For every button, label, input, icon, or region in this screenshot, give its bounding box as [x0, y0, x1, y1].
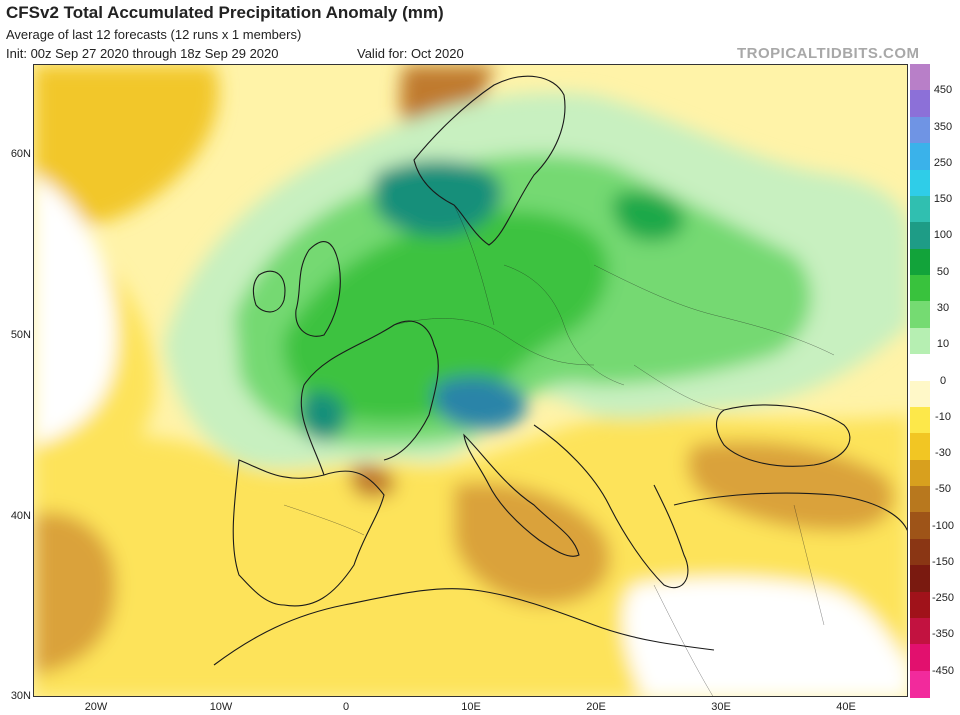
- legend-swatch: [910, 459, 930, 487]
- map-subtitle: Average of last 12 forecasts (12 runs x …: [6, 27, 302, 42]
- coast-britain: [295, 241, 341, 337]
- admin-borders: [283, 204, 835, 696]
- legend-label: 0: [939, 374, 947, 387]
- legend-label: 450: [933, 84, 953, 97]
- neutral-zone-atlantic: [34, 175, 117, 445]
- legend-swatch: [910, 512, 930, 540]
- legend-label: 50: [936, 265, 950, 278]
- border-line-1: [393, 318, 595, 366]
- legend-swatch: [910, 90, 930, 118]
- border-line-2: [503, 264, 625, 386]
- legend-swatch: [910, 64, 930, 91]
- wet-anomaly-zone-strong: [283, 211, 609, 422]
- lon-label-10e: 10E: [461, 701, 481, 713]
- legend-label: -10: [935, 410, 951, 423]
- legend-label: 100: [933, 229, 953, 242]
- map-title: CFSv2 Total Accumulated Precipitation An…: [6, 3, 444, 22]
- legend-label: -100: [931, 519, 955, 532]
- lat-label-40n: 40N: [10, 510, 31, 522]
- legend-label: 350: [933, 120, 953, 133]
- legend-label: -250: [931, 592, 955, 605]
- border-line-8: [793, 504, 825, 626]
- dry-core-turkey: [687, 441, 894, 531]
- legend-swatch: [910, 538, 930, 566]
- lon-label-10w: 10W: [209, 701, 233, 713]
- legend-swatch: [910, 433, 930, 461]
- legend-swatch: [910, 222, 930, 250]
- coast-italy: [463, 433, 580, 557]
- lon-label-0: 0: [342, 701, 350, 713]
- brand-watermark: TROPICALTIDBITS.COM: [737, 45, 920, 62]
- legend-swatch: [910, 248, 930, 276]
- dry-anomaly-zone-west: [34, 65, 219, 228]
- legend-swatch: [910, 354, 930, 382]
- valid-time: Valid for: Oct 2020: [357, 46, 464, 61]
- legend-label: 150: [933, 193, 953, 206]
- legend-swatch: [910, 301, 930, 329]
- legend-label: -450: [931, 664, 955, 677]
- legend-swatch: [910, 169, 930, 197]
- wet-anomaly-core-scandinavia: [374, 160, 502, 236]
- legend-swatch: [910, 380, 930, 408]
- wet-anomaly-core-baltic: [612, 191, 685, 242]
- coast-north-africa: [213, 588, 715, 666]
- lat-label-50n: 50N: [10, 329, 31, 341]
- border-line-3: [593, 264, 835, 356]
- border-line-6: [453, 204, 495, 326]
- map-canvas: [34, 65, 907, 696]
- wet-anomaly-core-alps: [434, 376, 527, 430]
- legend-swatch: [910, 591, 930, 619]
- wet-anomaly-core-france: [299, 391, 346, 442]
- legend-swatch: [910, 644, 930, 672]
- legend-swatch: [910, 565, 930, 593]
- lon-label-40e: 40E: [836, 701, 856, 713]
- lon-label-30e: 30E: [711, 701, 731, 713]
- legend-swatch: [910, 617, 930, 645]
- coast-turkey: [673, 492, 907, 532]
- dry-core-spain-north: [350, 463, 396, 498]
- border-line-5: [283, 504, 365, 536]
- legend-swatch: [910, 327, 930, 355]
- lon-label-20w: 20W: [84, 701, 108, 713]
- lat-label-30n: 30N: [10, 690, 31, 702]
- precip-anomaly-map[interactable]: [33, 64, 908, 697]
- legend-label: -350: [931, 628, 955, 641]
- legend-swatch: [910, 486, 930, 513]
- dry-core-italy-balkans: [454, 482, 611, 605]
- init-time: Init: 00z Sep 27 2020 through 18z Sep 29…: [6, 46, 279, 61]
- legend-swatch: [910, 275, 930, 302]
- neutral-zone-mediterranean: [623, 578, 907, 696]
- legend-swatch: [910, 406, 930, 434]
- legend-label: -30: [935, 447, 951, 460]
- coast-ireland: [252, 270, 286, 313]
- legend-swatch: [910, 195, 930, 223]
- legend-swatch: [910, 116, 930, 144]
- coast-balkans: [533, 424, 689, 589]
- legend-swatch: [910, 143, 930, 171]
- legend-label: 10: [936, 338, 950, 351]
- coast-black-sea: [715, 404, 851, 467]
- legend-label: -150: [931, 555, 955, 568]
- legend-label: 30: [936, 301, 950, 314]
- legend-swatch: [910, 670, 930, 698]
- legend-label: 250: [933, 156, 953, 169]
- lat-label-60n: 60N: [10, 148, 31, 160]
- legend-colorbar: [910, 64, 930, 698]
- border-line-7: [653, 584, 714, 696]
- border-line-4: [633, 364, 725, 411]
- lon-label-20e: 20E: [586, 701, 606, 713]
- dry-core-iberia-atlantic: [34, 512, 116, 675]
- legend-label: -50: [935, 483, 951, 496]
